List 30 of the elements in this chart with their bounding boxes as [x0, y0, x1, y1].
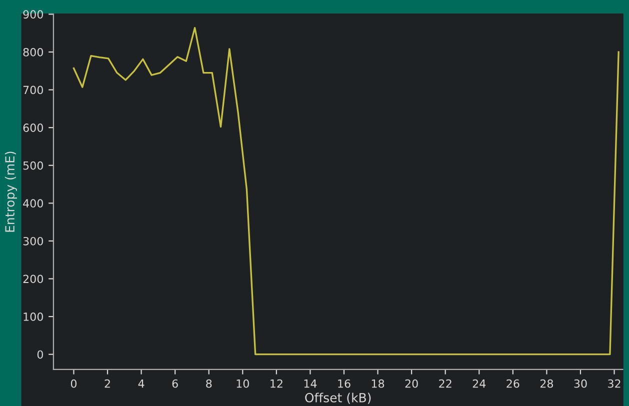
- x-tick-label: 26: [506, 379, 520, 388]
- line-series: [72, 26, 620, 356]
- y-tick-label: 0: [37, 350, 44, 359]
- x-tick-label: 24: [472, 379, 486, 388]
- y-tick-label: 800: [23, 48, 44, 56]
- x-tick-label: 32: [608, 379, 620, 388]
- y-tick-label: 200: [23, 274, 44, 284]
- y-tick-label: 500: [23, 161, 44, 170]
- x-tick-label: 14: [304, 380, 317, 388]
- x-tick-label: 4: [138, 380, 144, 388]
- x-tick-label: 0: [70, 379, 77, 388]
- y-tick-label: 300: [23, 236, 44, 246]
- x-tick-label: 10: [236, 379, 249, 388]
- y-tick-label: 700: [23, 86, 44, 94]
- x-tick-label: 18: [372, 379, 384, 388]
- x-tick-label: 20: [405, 379, 418, 388]
- y-tick-label: 100: [24, 312, 44, 321]
- y-tick-label: 900: [23, 10, 44, 19]
- x-tick-label: 8: [206, 379, 212, 388]
- x-tick-label: 12: [270, 379, 282, 388]
- y-tick-label: 600: [23, 124, 44, 132]
- x-tick-label: 22: [439, 379, 452, 388]
- x-axis-title: Offset (kB): [305, 392, 371, 404]
- x-tick-label: 30: [574, 379, 587, 388]
- y-tick-label: 400: [23, 199, 44, 208]
- x-tick-label: 2: [104, 379, 110, 388]
- x-tick-label: 28: [540, 379, 554, 388]
- x-tick-label: 16: [338, 379, 350, 388]
- y-axis-title: Entropy (mE): [4, 152, 17, 232]
- x-tick-label: 6: [172, 379, 178, 388]
